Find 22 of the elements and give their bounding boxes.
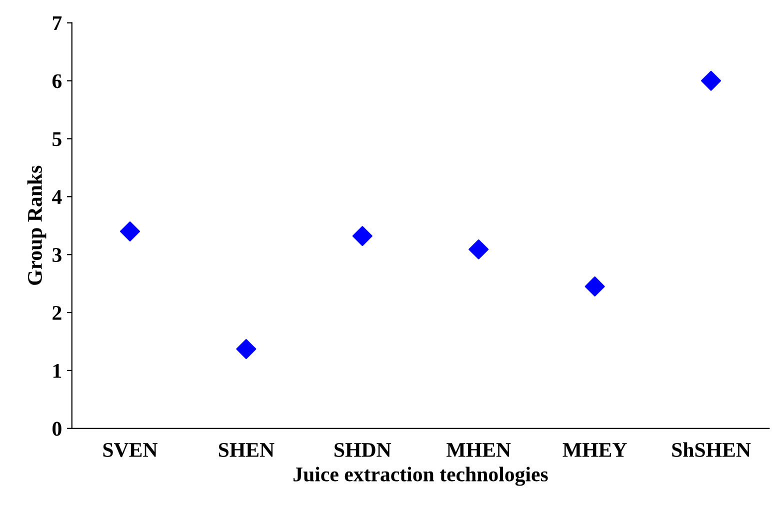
y-tick-label: 0 (52, 422, 62, 436)
x-tick-label: SHDN (334, 442, 392, 457)
x-tick-label: SHEN (218, 442, 274, 457)
point (468, 239, 489, 260)
x-tick-label: ShSHEN (672, 442, 751, 457)
y-axis-title: Group Ranks (27, 166, 46, 285)
x-tick-label: MHEN (446, 443, 511, 457)
y-tick-label: 7 (52, 16, 62, 30)
point (236, 339, 256, 360)
point (120, 221, 140, 242)
x-axis-title: Juice extraction technologies (294, 466, 548, 486)
x-tick-label: MHEY (562, 443, 627, 457)
y-tick-label: 5 (52, 132, 62, 146)
point (352, 226, 372, 246)
y-tick-label: 2 (52, 306, 62, 320)
point (701, 70, 722, 91)
x-tick-label: SVEN (103, 442, 158, 458)
y-tick-label: 1 (53, 364, 62, 378)
y-tick-label: 4 (52, 190, 62, 204)
y-tick-label: 6 (52, 74, 62, 88)
point (584, 276, 605, 296)
y-tick-label: 3 (52, 248, 62, 262)
